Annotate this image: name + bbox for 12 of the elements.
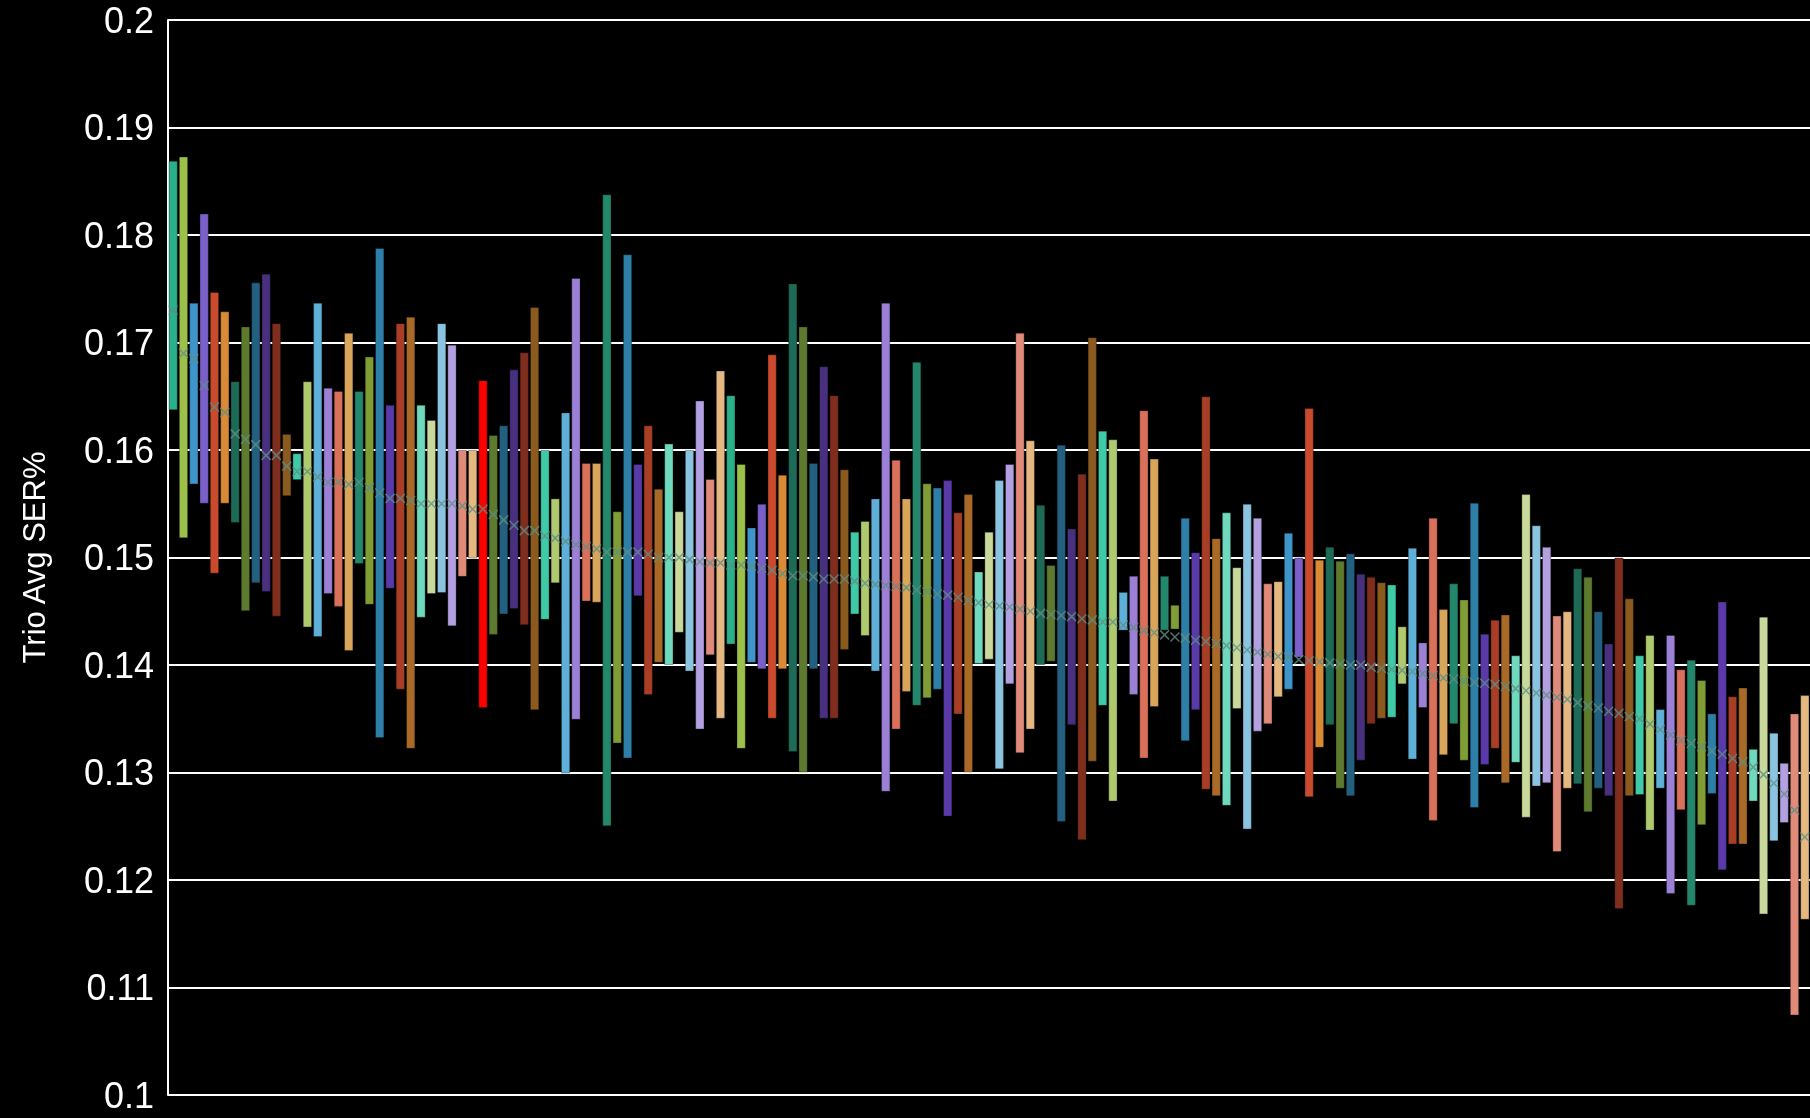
y-tick-label: 0.2: [103, 0, 154, 41]
y-tick-label: 0.19: [83, 107, 154, 148]
y-tick-label: 0.13: [83, 752, 154, 793]
y-tick-label: 0.15: [83, 537, 154, 578]
y-tick-label: 0.11: [86, 967, 154, 1008]
y-tick-label: 0.12: [83, 859, 154, 901]
y-axis-title: Trio Avg SER%: [17, 451, 52, 664]
y-tick-label: 0.16: [83, 429, 154, 471]
y-tick-label: 0.17: [83, 322, 154, 363]
y-tick-label: 0.1: [103, 1074, 154, 1116]
y-tick-label: 0.18: [83, 214, 154, 256]
y-tick-label: 0.14: [83, 644, 154, 686]
